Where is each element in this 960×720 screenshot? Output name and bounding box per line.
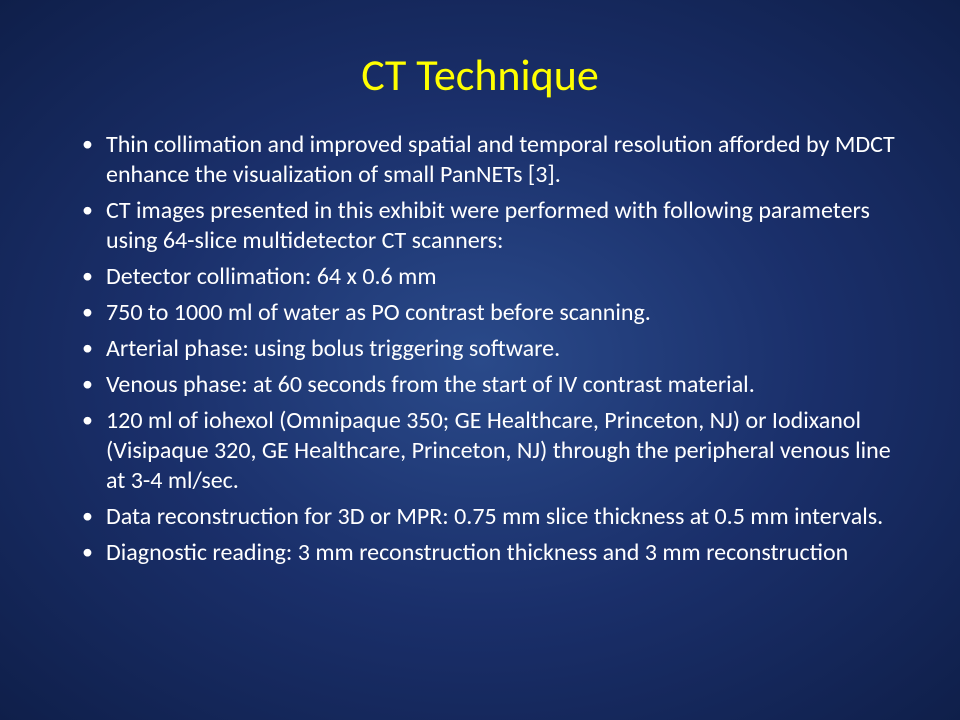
bullet-item: 750 to 1000 ml of water as PO contrast b… — [82, 298, 900, 328]
bullet-item: Diagnostic reading: 3 mm reconstruction … — [82, 538, 900, 568]
bullet-list: Thin collimation and improved spatial an… — [60, 130, 900, 568]
bullet-item: Venous phase: at 60 seconds from the sta… — [82, 370, 900, 400]
bullet-item: 120 ml of iohexol (Omnipaque 350; GE Hea… — [82, 406, 900, 496]
bullet-item: Arterial phase: using bolus triggering s… — [82, 334, 900, 364]
slide-title: CT Technique — [60, 48, 900, 102]
bullet-item: Thin collimation and improved spatial an… — [82, 130, 900, 190]
bullet-item: Data reconstruction for 3D or MPR: 0.75 … — [82, 502, 900, 532]
bullet-item: Detector collimation: 64 x 0.6 mm — [82, 262, 900, 292]
bullet-item: CT images presented in this exhibit were… — [82, 196, 900, 256]
slide-container: CT Technique Thin collimation and improv… — [0, 0, 960, 720]
